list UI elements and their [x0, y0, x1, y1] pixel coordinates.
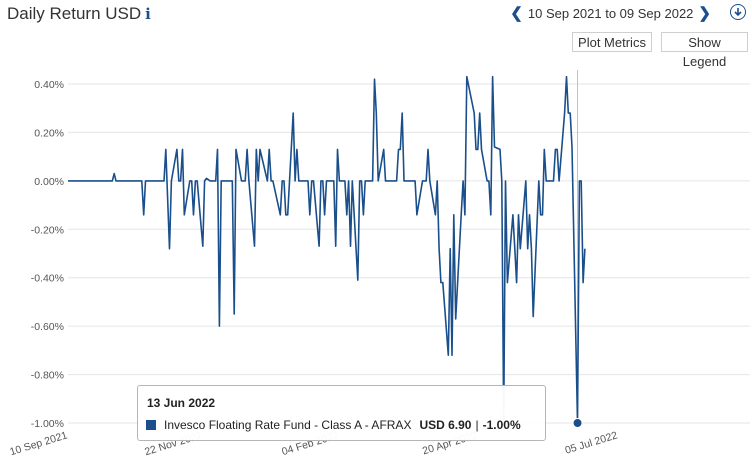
highlight-point [572, 418, 583, 428]
x-tick-label: 10 Sep 2021 [8, 429, 69, 458]
tooltip-series-name: Invesco Floating Rate Fund - Class A - A… [164, 418, 412, 432]
y-tick-label: -0.20% [31, 224, 64, 236]
download-arrow-glyph [734, 8, 742, 17]
x-tick-label: 05 Jul 2022 [564, 429, 620, 456]
y-tick-label: -0.80% [31, 370, 64, 382]
y-tick-label: 0.20% [34, 127, 64, 139]
y-tick-label: -1.00% [31, 418, 64, 430]
y-tick-label: 0.40% [34, 79, 64, 91]
tooltip-separator: | [475, 418, 479, 432]
tooltip-row: Invesco Floating Rate Fund - Class A - A… [146, 418, 521, 432]
series-line [68, 75, 586, 424]
y-tick-label: 0.00% [34, 176, 64, 188]
download-icon[interactable] [730, 4, 746, 20]
series-swatch [146, 420, 156, 430]
info-icon[interactable]: i [145, 5, 151, 23]
tooltip: 13 Jun 2022 Invesco Floating Rate Fund -… [137, 385, 546, 441]
y-tick-label: -0.40% [31, 273, 64, 285]
tooltip-return: -1.00% [482, 418, 521, 432]
show-legend-button[interactable]: Show Legend [661, 32, 748, 69]
y-tick-label: -0.60% [31, 321, 64, 333]
tooltip-date: 13 Jun 2022 [147, 396, 216, 410]
chevron-right-icon[interactable]: ❯ [698, 5, 711, 22]
date-range-nav: ❮ 10 Sep 2021 to 09 Sep 2022 ❯ [505, 4, 716, 22]
plot-metrics-button[interactable]: Plot Metrics [572, 32, 652, 52]
tooltip-price: USD 6.90 [419, 418, 472, 432]
date-range-label: 10 Sep 2021 to 09 Sep 2022 [527, 5, 694, 21]
chart-title-text: Daily Return USD [7, 4, 142, 23]
chevron-left-icon[interactable]: ❮ [510, 5, 523, 22]
chart-title: Daily Return USD i [7, 4, 151, 24]
